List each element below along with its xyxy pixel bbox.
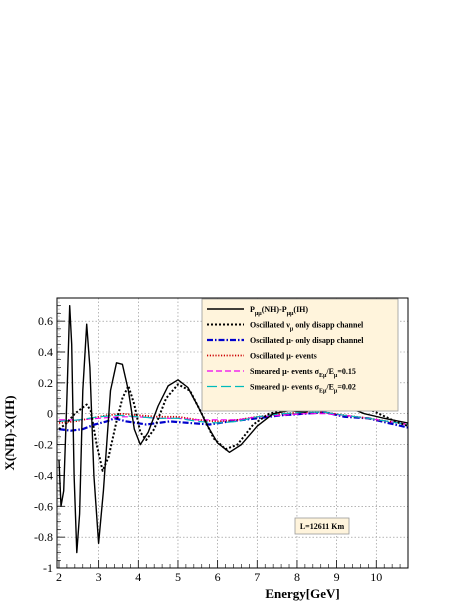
tick-layer: 2 3 4 5 6 7 8 9 10 0.6 0.4 0.2 0 -0.2 -0.4 -0.6 -0.8 -1 xyxy=(34,305,401,584)
x-tick-label: 4 xyxy=(135,570,141,584)
y-tick-label: -0.4 xyxy=(34,468,53,482)
series-line-longdash-cyan xyxy=(58,411,409,426)
y-tick-label: -0.6 xyxy=(34,499,53,513)
legend-label-label-main: Oscillated μ- only disapp channel xyxy=(250,336,364,345)
legend-label-label-mid: /E xyxy=(325,367,334,376)
x-tick-label: 3 xyxy=(96,570,102,584)
y-tick-label: 0.6 xyxy=(38,314,53,328)
series-line-dashdot-blue xyxy=(58,411,409,432)
y-tick-label: -0.2 xyxy=(34,438,53,452)
legend-label-label-main: Oscillated ν xyxy=(250,321,290,330)
legend-label-label-main: P xyxy=(250,305,255,314)
legend-label-label-main: Smeared μ- events σ xyxy=(250,383,320,392)
x-tick-label: 6 xyxy=(215,570,221,584)
legend-label-label-sub1: μ xyxy=(290,327,294,333)
annotation-box: L=12611 Km xyxy=(294,517,350,535)
annotation-text: L=12611 Km xyxy=(300,522,345,531)
legend-label-label-sub2: μμ xyxy=(287,311,294,317)
legend: Pμμ(NH)-Pμμ(IH)Oscillated νμ only disapp… xyxy=(201,298,399,412)
legend-label-label-end: =0.15 xyxy=(337,367,356,376)
x-tick-label: 8 xyxy=(294,570,300,584)
legend-label-label-mid: /E xyxy=(325,383,334,392)
y-tick-label: 0 xyxy=(47,407,53,421)
legend-label-label-sub2: μ xyxy=(334,373,338,379)
x-tick-label: 2 xyxy=(56,570,62,584)
y-tick-label: 0.4 xyxy=(38,345,53,359)
annotation-box-background xyxy=(294,517,350,535)
legend-label-label-sub1: μμ xyxy=(255,311,262,317)
y-tick-label: -1 xyxy=(43,561,53,575)
legend-label-label-main: Oscillated μ- events xyxy=(250,352,317,361)
legend-label: Oscillated μ- only disapp channel xyxy=(250,336,364,345)
legend-label: Pμμ(NH)-Pμμ(IH) xyxy=(250,305,308,317)
legend-label: Smeared μ- events σEμ/Eμ=0.15 xyxy=(250,367,356,379)
legend-label-label-end: only disapp channel xyxy=(293,321,364,330)
legend-label: Oscillated μ- events xyxy=(250,352,317,361)
x-tick-label: 9 xyxy=(334,570,340,584)
legend-background xyxy=(201,298,399,412)
plot-frame xyxy=(56,297,409,569)
y-tick-label: 0.2 xyxy=(38,376,53,390)
legend-label: Smeared μ- events σEμ/Eμ=0.02 xyxy=(250,383,356,395)
legend-label: Oscillated νμ only disapp channel xyxy=(250,321,364,333)
y-tick-label: -0.8 xyxy=(34,530,53,544)
legend-label-label-end: =0.02 xyxy=(337,383,356,392)
x-axis-title: Energy[GeV] xyxy=(265,586,339,601)
legend-label-label-sub1: Eμ xyxy=(319,373,327,379)
x-tick-label: 10 xyxy=(370,570,382,584)
legend-label-label-mid: (NH)-P xyxy=(262,305,287,314)
x-tick-label: 7 xyxy=(254,570,260,584)
legend-label-label-sub2: μ xyxy=(334,389,338,395)
legend-label-label-sub1: Eμ xyxy=(319,389,327,395)
x-tick-label: 5 xyxy=(175,570,181,584)
legend-label-label-main: Smeared μ- events σ xyxy=(250,367,320,376)
y-axis-title: X(NH)-X(IH) xyxy=(2,395,17,470)
legend-label-label-end: (IH) xyxy=(293,305,308,314)
series-line-dashed-magenta xyxy=(59,413,409,426)
series-line-dotted-red xyxy=(58,411,409,426)
